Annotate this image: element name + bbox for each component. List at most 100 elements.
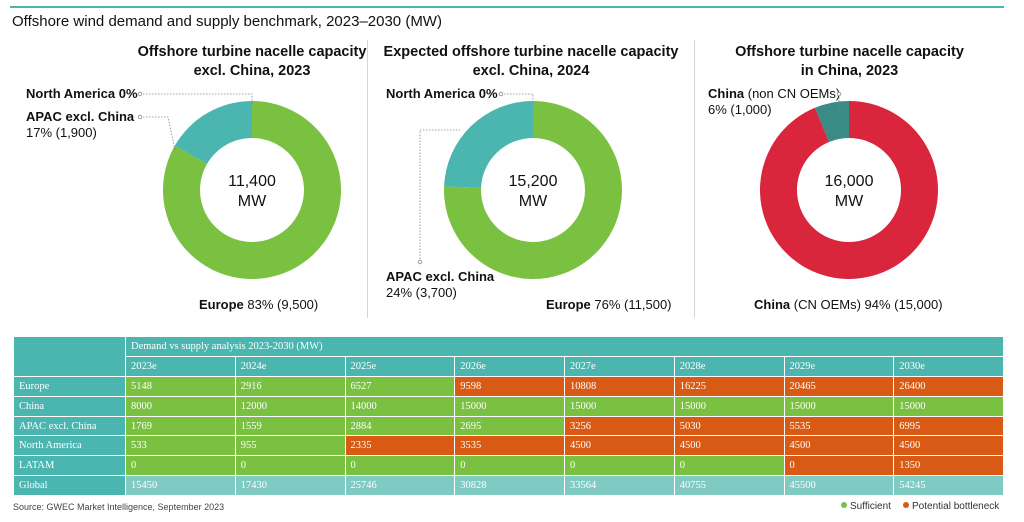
- donut-1-center-value: 11,400: [228, 173, 276, 190]
- legend-sufficient: Sufficient: [841, 501, 891, 512]
- donut-1-center-unit: MW: [237, 193, 267, 210]
- table-cell: 8000: [125, 395, 236, 417]
- table-cell: 2916: [234, 375, 346, 397]
- label-north-america-1: North America 0%: [26, 86, 138, 101]
- orange-dot-icon: [903, 502, 909, 508]
- table-cell: 15000: [893, 395, 1004, 417]
- table-cell: 9598: [454, 375, 565, 397]
- table-row: LATAM 0 0 0 0 0 0 0 1350: [13, 455, 1004, 477]
- table-cell: 4500: [783, 435, 895, 457]
- label-europe-2: Europe 76% (11,500): [546, 297, 672, 313]
- table-cell: 25746: [344, 475, 456, 497]
- table-cell: 0: [564, 455, 675, 477]
- table-cell: 0: [783, 455, 895, 477]
- table-cell: 20465: [783, 375, 895, 397]
- table-cell: 33564: [564, 475, 675, 497]
- table-cell: 17430: [234, 475, 346, 497]
- table-cell: 15000: [564, 395, 675, 417]
- label-apac-2-name: APAC excl. China: [386, 269, 495, 284]
- leader-dot: [498, 91, 504, 97]
- page-title: Offshore wind demand and supply benchmar…: [12, 13, 442, 30]
- label-china-cn: China (CN OEMs) 94% (15,000): [754, 297, 943, 313]
- leader-dot: [137, 114, 143, 120]
- donut-3-title-line2: in China, 2023: [800, 63, 899, 79]
- label-europe-1: Europe 83% (9,500): [199, 297, 318, 313]
- label-europe-1-name: Europe: [199, 297, 244, 312]
- year-header: 2029e: [783, 355, 895, 377]
- table-cell: 2884: [344, 415, 456, 437]
- demand-supply-table: Demand vs supply analysis 2023-2030 (MW)…: [13, 336, 1004, 497]
- table-cell: 40755: [673, 475, 785, 497]
- table-cell: 1769: [125, 415, 236, 437]
- table-cell: 0: [234, 455, 346, 477]
- legend-bottleneck-label: Potential bottleneck: [912, 501, 1000, 512]
- table-cell: 955: [234, 435, 346, 457]
- table-cell: 26400: [893, 375, 1004, 397]
- year-header: 2027e: [564, 355, 675, 377]
- donut-2-center-unit: MW: [518, 193, 548, 210]
- year-header: 2030e: [893, 355, 1004, 377]
- green-dot-icon: [841, 502, 847, 508]
- label-apac-1-value: 17% (1,900): [26, 125, 97, 140]
- table-cell: 4500: [564, 435, 675, 457]
- table-cell: 1350: [893, 455, 1004, 477]
- row-label: APAC excl. China: [13, 415, 126, 437]
- label-europe-2-name: Europe: [546, 297, 591, 312]
- donut-slice-europe: [444, 101, 622, 279]
- label-apac-1-name: APAC excl. China: [26, 109, 135, 124]
- table-cell: 14000: [344, 395, 456, 417]
- table-cell: 4500: [893, 435, 1004, 457]
- table-cell: 2335: [344, 435, 456, 457]
- table-cell: 5535: [783, 415, 895, 437]
- table-cell: 15000: [673, 395, 785, 417]
- table-row: APAC excl. China 1769 1559 2884 2695 3256 5030…: [13, 415, 1004, 437]
- donut-2-center: 15,200 MW: [473, 172, 593, 212]
- table-cell: 5030: [673, 415, 785, 437]
- table-cell: 3535: [454, 435, 565, 457]
- table-cell: 15000: [783, 395, 895, 417]
- row-label: China: [13, 395, 126, 417]
- donut-1-center: 11,400 MW: [192, 172, 312, 212]
- donut-slice-apac-excl-china: [174, 101, 252, 164]
- donut-3-title-line1: Offshore turbine nacelle capacity: [735, 44, 964, 60]
- table-header-row: Demand vs supply analysis 2023-2030 (MW): [13, 336, 1004, 377]
- donut-chart-2: [444, 100, 622, 279]
- donut-slice-europe: [163, 101, 341, 279]
- table-cell: 30828: [454, 475, 565, 497]
- label-apac-2-value: 24% (3,700): [386, 285, 457, 300]
- label-china-non-cn: China (non CN OEMs) 6% (1,000): [708, 86, 840, 118]
- source-note: Source: GWEC Market Intelligence, Septem…: [13, 502, 225, 512]
- donut-chart-1: [163, 101, 341, 279]
- table-cell: 6995: [893, 415, 1004, 437]
- panel-divider: [694, 40, 695, 318]
- label-north-america-2: North America 0%: [386, 86, 498, 101]
- donut-1-title: Offshore turbine nacelle capacity excl. …: [82, 43, 422, 81]
- legend-sufficient-label: Sufficient: [850, 501, 891, 512]
- leader-dot: [137, 91, 143, 97]
- label-europe-1-value: 83% (9,500): [247, 297, 319, 312]
- donut-slice-china-cn-oems: [760, 101, 938, 279]
- label-apac-2: APAC excl. China 24% (3,700): [386, 269, 494, 301]
- table-cell: 16225: [673, 375, 785, 397]
- donut-3-title: Offshore turbine nacelle capacity in Chi…: [695, 43, 1004, 81]
- donut-2-title-line2: excl. China, 2024: [472, 63, 590, 79]
- table-row: Europe 5148 2916 6527 9598 10808 16225 20465 264…: [13, 375, 1004, 397]
- donut-1-title-line2: excl. China, 2023: [193, 63, 311, 79]
- legend-bottleneck: Potential bottleneck: [903, 501, 999, 512]
- label-europe-2-value: 76% (11,500): [594, 297, 672, 312]
- row-label: Global: [13, 475, 126, 497]
- year-header: 2028e: [673, 355, 785, 377]
- table-header: Demand vs supply analysis 2023-2030 (MW): [125, 336, 1004, 357]
- donut-3-center: 16,000 MW: [789, 172, 909, 212]
- year-header: 2024e: [234, 355, 346, 377]
- label-china-non-cn-rest: (non CN OEMs): [744, 86, 841, 101]
- table-cell: 15000: [454, 395, 565, 417]
- donut-2-center-value: 15,200: [508, 173, 558, 190]
- table-row: China 8000 12000 14000 15000 15000 15000 15000 1…: [13, 395, 1004, 417]
- year-header: 2023e: [125, 355, 236, 377]
- panel-divider: [367, 40, 368, 318]
- top-rule: [10, 6, 1004, 8]
- row-label: North America: [13, 435, 126, 457]
- donut-2-title: Expected offshore turbine nacelle capaci…: [368, 43, 694, 81]
- table-cell: 0: [344, 455, 456, 477]
